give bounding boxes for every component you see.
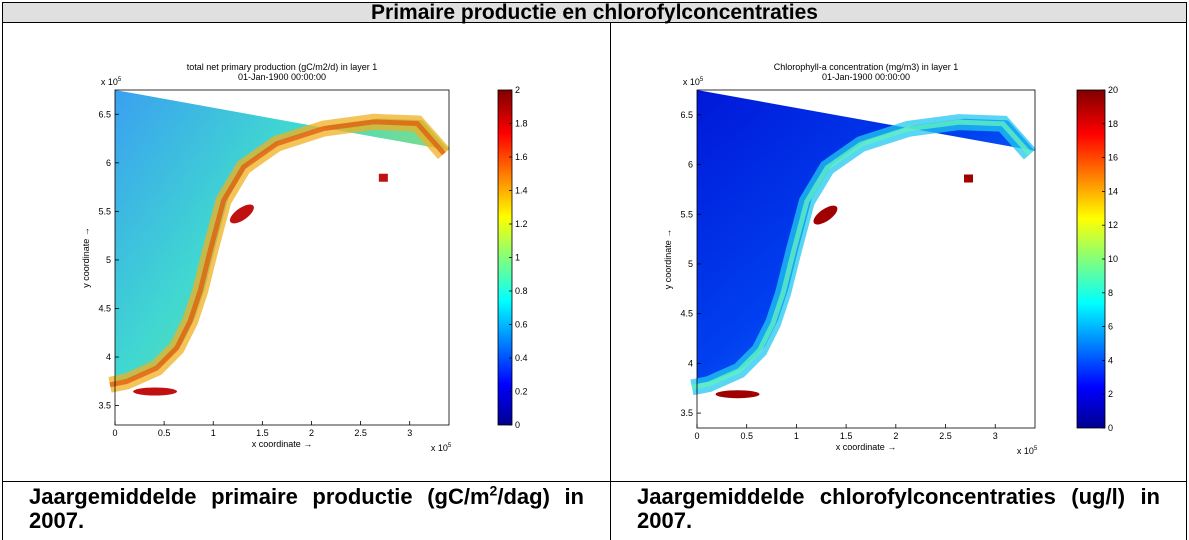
x-tick-label: 3 <box>993 431 998 441</box>
caption-cell: Jaargemiddelde primaire productie (gC/m2… <box>2 481 611 540</box>
y-tick-label: 6 <box>106 158 111 168</box>
colorbar-tick-label: 0.8 <box>515 286 528 296</box>
colorbar-tick-label: 18 <box>1108 119 1118 129</box>
y-tick-label: 4.5 <box>98 303 111 313</box>
colorbar-tick-label: 1 <box>515 253 520 263</box>
axis-multiplier: x 105 <box>683 77 704 87</box>
estuary <box>229 204 254 224</box>
multiplier-base: x 10 <box>101 77 118 87</box>
colorbar-tick-label: 1.4 <box>515 186 528 196</box>
x-tick-label: 1 <box>794 431 799 441</box>
x-tick-label: 2.5 <box>939 431 952 441</box>
colorbar-tick-label: 16 <box>1108 153 1118 163</box>
multiplier-base: x 10 <box>683 77 700 87</box>
multiplier-exponent: 5 <box>700 77 704 83</box>
y-tick-label: 6.5 <box>98 109 111 119</box>
estuary <box>813 205 838 225</box>
caption-cell: Jaargemiddelde chlorofylconcentraties (u… <box>610 481 1187 540</box>
caption-sup: 2 <box>489 482 498 499</box>
estuary <box>964 174 974 183</box>
estuary <box>715 390 760 399</box>
multiplier-exponent: 5 <box>448 443 452 449</box>
colorbar-tick-label: 10 <box>1108 254 1118 264</box>
x-axis-label: x coordinate → <box>252 439 313 449</box>
caption: Jaargemiddelde primaire productie (gC/m2… <box>3 482 610 533</box>
multiplier-exponent: 5 <box>1034 446 1038 452</box>
coastal-band <box>109 119 446 388</box>
x-tick-label: 3 <box>407 428 412 438</box>
y-tick-label: 3.5 <box>680 408 693 418</box>
colorbar-tick-label: 0 <box>1108 423 1113 433</box>
figures: total net primary production (gC/m2/d) i… <box>81 62 1118 456</box>
estuary <box>378 173 388 182</box>
y-axis-label: y coordinate → <box>663 229 673 290</box>
x-tick-label: 1.5 <box>256 428 269 438</box>
plot-title: 01-Jan-1900 00:00:00 <box>822 72 910 82</box>
y-tick-label: 3.5 <box>98 401 111 411</box>
colorbar-tick-label: 0 <box>515 420 520 430</box>
y-tick-label: 6.5 <box>680 110 693 120</box>
x-tick-label: 2.5 <box>354 428 367 438</box>
caption-text: Jaargemiddelde primaire productie (gC/m <box>29 484 490 509</box>
x-tick-label: 0.5 <box>158 428 171 438</box>
x-tick-label: 2 <box>893 431 898 441</box>
colorbar-tick-label: 0.4 <box>515 353 528 363</box>
colorbar-tick-label: 14 <box>1108 186 1118 196</box>
axis-multiplier: x 105 <box>431 443 452 453</box>
coastal-band <box>691 119 1032 390</box>
caption-text: Jaargemiddelde chlorofylconcentraties (u… <box>637 484 1160 533</box>
colorbar-tick-label: 1.8 <box>515 119 528 129</box>
colorbar-tick-label: 2 <box>515 85 520 95</box>
x-axis-label: x coordinate → <box>836 442 897 452</box>
axes-frame <box>696 89 1036 429</box>
plot-title: total net primary production (gC/m2/d) i… <box>187 62 378 72</box>
y-axis-label: y coordinate → <box>81 227 91 288</box>
colorbar-tick-label: 0.6 <box>515 320 528 330</box>
colorbar-tick-label: 20 <box>1108 85 1118 95</box>
axis-multiplier: x 105 <box>101 77 122 87</box>
multiplier-exponent: 5 <box>118 77 122 83</box>
axes-frame <box>114 89 450 426</box>
sea <box>115 90 449 382</box>
plot-title: Chlorophyll-a concentration (mg/m3) in l… <box>774 62 959 72</box>
colorbar-tick-label: 1.6 <box>515 152 528 162</box>
y-tick-label: 4 <box>688 358 693 368</box>
colorbar-tick-label: 2 <box>1108 389 1113 399</box>
multiplier-base: x 10 <box>431 443 448 453</box>
x-tick-label: 2 <box>309 428 314 438</box>
x-tick-label: 1 <box>211 428 216 438</box>
y-tick-label: 5.5 <box>680 209 693 219</box>
colorbar-tick-label: 0.2 <box>515 387 528 397</box>
plot-title: 01-Jan-1900 00:00:00 <box>238 72 326 82</box>
colorbar <box>1076 89 1106 429</box>
colorbar-tick-label: 6 <box>1108 322 1113 332</box>
y-tick-label: 6 <box>688 160 693 170</box>
x-tick-label: 0.5 <box>740 431 753 441</box>
caption: Jaargemiddelde chlorofylconcentraties (u… <box>611 482 1186 533</box>
y-tick-label: 4 <box>106 352 111 362</box>
x-tick-label: 0 <box>112 428 117 438</box>
colorbar-tick-label: 8 <box>1108 288 1113 298</box>
y-tick-label: 5 <box>106 255 111 265</box>
sea <box>697 90 1035 385</box>
x-tick-label: 0 <box>694 431 699 441</box>
multiplier-base: x 10 <box>1017 446 1034 456</box>
colorbar-tick-label: 1.2 <box>515 219 528 229</box>
colorbar-tick-label: 12 <box>1108 220 1118 230</box>
estuary <box>133 387 178 396</box>
colorbar-tick-label: 4 <box>1108 355 1113 365</box>
axis-multiplier: x 105 <box>1017 446 1038 456</box>
caption-text: /dag) in 2007. <box>29 484 584 533</box>
y-tick-label: 4.5 <box>680 309 693 319</box>
y-tick-label: 5 <box>688 259 693 269</box>
x-tick-label: 1.5 <box>840 431 853 441</box>
y-tick-label: 5.5 <box>98 206 111 216</box>
